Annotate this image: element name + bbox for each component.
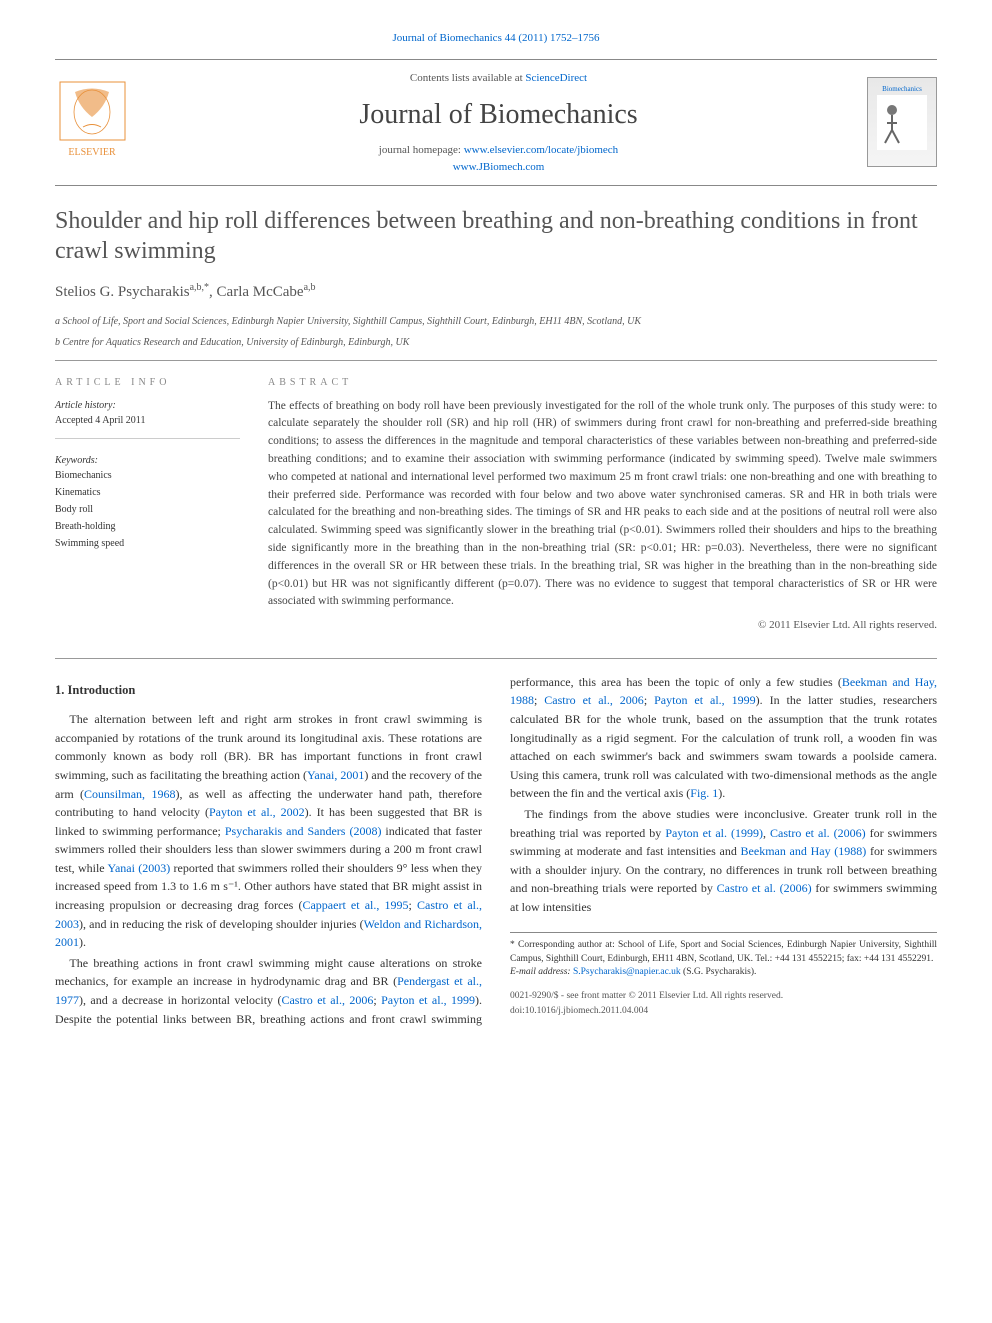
email-label: E-mail address: <box>510 967 573 977</box>
author-2-sup: a,b <box>304 282 316 293</box>
doi-line: doi:10.1016/j.jbiomech.2011.04.004 <box>510 1004 937 1019</box>
homepage-link-2[interactable]: www.JBiomech.com <box>453 161 545 173</box>
contents-line: Contents lists available at ScienceDirec… <box>130 70 867 87</box>
masthead: ELSEVIER Contents lists available at Sci… <box>55 59 937 187</box>
homepage-link-1[interactable]: www.elsevier.com/locate/jbiomech <box>464 144 618 156</box>
keyword: Swimming speed <box>55 536 240 551</box>
citation-link[interactable]: Castro et al. (2006) <box>770 826 866 840</box>
body-columns: 1. Introduction The alternation between … <box>55 673 937 1028</box>
history-accepted: Accepted 4 April 2011 <box>55 413 240 428</box>
authors: Stelios G. Psycharakisa,b,*, Carla McCab… <box>55 280 937 304</box>
citation-link[interactable]: Psycharakis and Sanders (2008) <box>225 824 382 838</box>
journal-homepage: journal homepage: www.elsevier.com/locat… <box>130 142 867 175</box>
citation-link[interactable]: Payton et al., 2002 <box>209 805 305 819</box>
citation-link[interactable]: Castro et al., 2006 <box>544 693 644 707</box>
citation-link[interactable]: Yanai, 2001 <box>307 768 364 782</box>
text: ; <box>644 693 654 707</box>
text: , <box>763 826 770 840</box>
citation-link[interactable]: Beekman and Hay (1988) <box>741 844 867 858</box>
article-info-heading: ARTICLE INFO <box>55 375 240 390</box>
text: ; <box>373 993 381 1007</box>
section-1-heading: 1. Introduction <box>55 681 482 700</box>
author-1: Stelios G. Psycharakis <box>55 284 190 300</box>
citation-link[interactable]: Castro et al. (2006) <box>717 881 812 895</box>
journal-name: Journal of Biomechanics <box>130 94 867 136</box>
header-citation: Journal of Biomechanics 44 (2011) 1752–1… <box>55 30 937 47</box>
email-link[interactable]: S.Psycharakis@napier.ac.uk <box>573 967 681 977</box>
citation-link[interactable]: Payton et al. (1999) <box>665 826 763 840</box>
sciencedirect-link[interactable]: ScienceDirect <box>525 72 587 84</box>
citation-link[interactable]: Yanai (2003) <box>107 861 170 875</box>
abstract-copyright: © 2011 Elsevier Ltd. All rights reserved… <box>268 617 937 634</box>
issn-line: 0021-9290/$ - see front matter © 2011 El… <box>510 989 937 1004</box>
keywords-label: Keywords: <box>55 453 240 468</box>
svg-text:ELSEVIER: ELSEVIER <box>68 147 116 158</box>
text: ). <box>79 935 86 949</box>
keyword: Biomechanics <box>55 468 240 483</box>
article-info: ARTICLE INFO Article history: Accepted 4… <box>55 375 240 634</box>
author-2: , Carla McCabe <box>209 284 304 300</box>
elsevier-logo: ELSEVIER <box>55 77 130 168</box>
citation-link[interactable]: Cappaert et al., 1995 <box>302 898 408 912</box>
body-paragraph: The findings from the above studies were… <box>510 805 937 917</box>
text: ), and in reducing the risk of developin… <box>79 917 364 931</box>
divider <box>55 360 937 361</box>
keyword: Body roll <box>55 502 240 517</box>
affiliation-a: a School of Life, Sport and Social Scien… <box>55 314 937 329</box>
text: ; <box>409 898 417 912</box>
citation-link[interactable]: Counsilman, 1968 <box>84 787 175 801</box>
abstract-text: The effects of breathing on body roll ha… <box>268 398 937 612</box>
body-paragraph: The alternation between left and right a… <box>55 710 482 952</box>
article-title: Shoulder and hip roll differences betwee… <box>55 206 937 266</box>
journal-cover-thumbnail: Biomechanics <box>867 77 937 167</box>
email-author: (S.G. Psycharakis). <box>681 967 757 977</box>
abstract-heading: ABSTRACT <box>268 375 937 390</box>
divider <box>55 658 937 659</box>
citation-link[interactable]: Payton et al., 1999 <box>381 993 475 1007</box>
cover-title: Biomechanics <box>882 84 922 95</box>
footnote-text: * Corresponding author at: School of Lif… <box>510 939 937 966</box>
footer-meta: 0021-9290/$ - see front matter © 2011 El… <box>510 989 937 1018</box>
affiliation-b: b Centre for Aquatics Research and Educa… <box>55 335 937 350</box>
keyword: Breath-holding <box>55 519 240 534</box>
text: ). <box>718 786 725 800</box>
text: ). In the latter studies, researchers ca… <box>510 693 937 800</box>
history-label: Article history: <box>55 398 240 413</box>
text: ), and a decrease in horizontal velocity… <box>79 993 281 1007</box>
homepage-prefix: journal homepage: <box>379 144 464 156</box>
figure-link[interactable]: Fig. 1 <box>690 786 718 800</box>
citation-link[interactable]: Castro et al., 2006 <box>281 993 373 1007</box>
contents-prefix: Contents lists available at <box>410 72 525 84</box>
author-1-sup: a,b, <box>190 282 204 293</box>
citation-link[interactable]: Payton et al., 1999 <box>654 693 756 707</box>
corresponding-author-footnote: * Corresponding author at: School of Lif… <box>510 932 937 979</box>
text: ; <box>534 693 544 707</box>
keyword: Kinematics <box>55 485 240 500</box>
